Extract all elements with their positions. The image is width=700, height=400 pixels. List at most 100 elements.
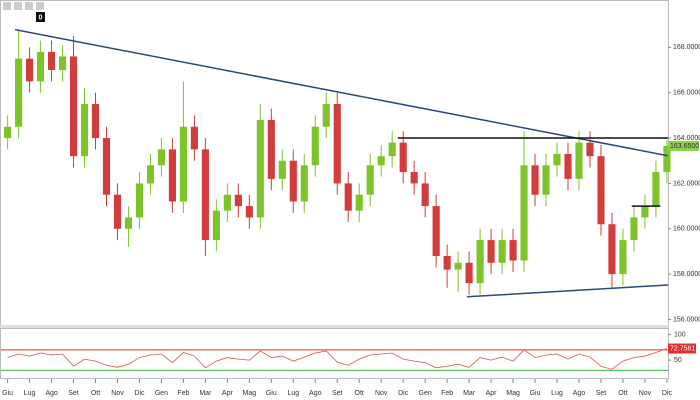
candle-body bbox=[201, 149, 209, 241]
x-tick-label: Mar bbox=[199, 390, 212, 397]
candle-body bbox=[575, 142, 583, 179]
candle-body bbox=[432, 206, 440, 256]
candle-body bbox=[234, 194, 242, 207]
candle-body bbox=[553, 153, 561, 166]
candle-body bbox=[15, 58, 23, 127]
candle-body bbox=[531, 165, 539, 195]
x-tick-label: Lug bbox=[287, 390, 299, 397]
y-tick-label: 164.0000 bbox=[673, 135, 700, 142]
candle-body bbox=[410, 172, 418, 184]
last-price-label: 163.6500 bbox=[670, 143, 699, 150]
candle-body bbox=[586, 142, 594, 157]
last-value-label: 72.7561 bbox=[670, 345, 695, 352]
candle-body bbox=[91, 104, 100, 139]
x-tick-label: Set bbox=[596, 390, 607, 397]
y-tick-label: 166.0000 bbox=[673, 90, 700, 97]
candle-body bbox=[300, 165, 308, 202]
x-tick-label: Giu bbox=[2, 390, 13, 397]
candle-body bbox=[399, 142, 407, 173]
candle-body bbox=[443, 255, 451, 270]
x-tick-label: Nov bbox=[111, 390, 124, 397]
candle-body bbox=[641, 206, 649, 218]
x-tick-label: Giu bbox=[266, 390, 277, 397]
candle-body bbox=[102, 138, 111, 195]
x-tick-label: Mag bbox=[506, 390, 520, 397]
x-tick-label: Set bbox=[68, 390, 79, 397]
candle-body bbox=[58, 56, 67, 71]
candle-body bbox=[465, 262, 473, 284]
tool-icon[interactable] bbox=[14, 2, 22, 10]
candle-body bbox=[542, 165, 550, 195]
badge-text: 0 bbox=[39, 14, 43, 21]
y-tick-label: 50 bbox=[674, 357, 682, 364]
candle-body bbox=[4, 126, 12, 139]
candle-body bbox=[135, 183, 144, 218]
candle-body bbox=[476, 240, 484, 284]
tool-icon[interactable] bbox=[36, 2, 44, 10]
x-tick-label: Ott bbox=[355, 390, 364, 397]
y-tick-label: 162.0000 bbox=[673, 180, 700, 187]
x-tick-label: Dic bbox=[134, 390, 145, 397]
candle-body bbox=[498, 240, 506, 263]
candle-body bbox=[344, 183, 352, 211]
candle-body bbox=[278, 160, 286, 179]
candle-body bbox=[454, 262, 462, 270]
candle-body bbox=[25, 58, 34, 82]
candle-body bbox=[322, 104, 330, 127]
candle-body bbox=[124, 217, 133, 229]
candle-body bbox=[377, 156, 385, 166]
candle-body bbox=[366, 165, 374, 195]
candle-body bbox=[212, 210, 220, 241]
x-tick-label: Gen bbox=[155, 390, 168, 397]
candle-body bbox=[47, 51, 56, 71]
candle-body bbox=[333, 104, 341, 184]
panel-separator bbox=[0, 325, 669, 328]
tool-icon[interactable] bbox=[25, 2, 33, 10]
candle-body bbox=[223, 194, 231, 211]
x-tick-label: Feb bbox=[177, 390, 189, 397]
y-tick-label: 156.0000 bbox=[673, 316, 700, 323]
x-tick-label: Mar bbox=[463, 390, 476, 397]
x-tick-label: Mag bbox=[243, 390, 257, 397]
candle-body bbox=[190, 126, 198, 150]
last-price-box bbox=[668, 140, 699, 151]
x-tick-label: Ago bbox=[309, 390, 322, 397]
candle-body bbox=[113, 194, 122, 229]
y-tick-label: 158.0000 bbox=[673, 271, 700, 278]
toolbar: 0 bbox=[3, 2, 45, 22]
x-tick-label: Ott bbox=[618, 390, 627, 397]
x-tick-label: Apr bbox=[486, 390, 498, 397]
candle-body bbox=[564, 153, 572, 179]
tool-icon[interactable] bbox=[3, 2, 11, 10]
candle-body bbox=[355, 194, 363, 211]
x-tick-label: Set bbox=[332, 390, 343, 397]
candle-body bbox=[80, 104, 89, 157]
candle-body bbox=[146, 165, 155, 184]
candle-body bbox=[388, 142, 396, 157]
candle-body bbox=[179, 126, 187, 202]
x-tick-label: Nov bbox=[375, 390, 388, 397]
trend-line bbox=[14, 28, 669, 157]
candle-body bbox=[69, 56, 78, 157]
candle-body bbox=[608, 224, 616, 275]
candle-body bbox=[256, 119, 264, 218]
candle-body bbox=[311, 126, 319, 166]
x-tick-label: Ago bbox=[573, 390, 586, 397]
x-tick-label: Dic bbox=[662, 390, 673, 397]
candle-body bbox=[157, 149, 166, 166]
x-tick-label: Gen bbox=[419, 390, 432, 397]
candle-body bbox=[597, 156, 605, 225]
x-tick-label: Lug bbox=[551, 390, 563, 397]
candle-body bbox=[663, 145, 671, 173]
candle-body bbox=[245, 206, 253, 218]
rsi-panel bbox=[0, 328, 669, 379]
candle-body bbox=[652, 172, 660, 207]
candle-body bbox=[520, 165, 528, 261]
x-tick-label: Nov bbox=[639, 390, 652, 397]
x-tick-label: Ott bbox=[91, 390, 100, 397]
x-tick-label: Lug bbox=[24, 390, 36, 397]
x-tick-label: Dic bbox=[398, 390, 409, 397]
candle-body bbox=[267, 119, 275, 179]
candle-body bbox=[509, 240, 517, 261]
